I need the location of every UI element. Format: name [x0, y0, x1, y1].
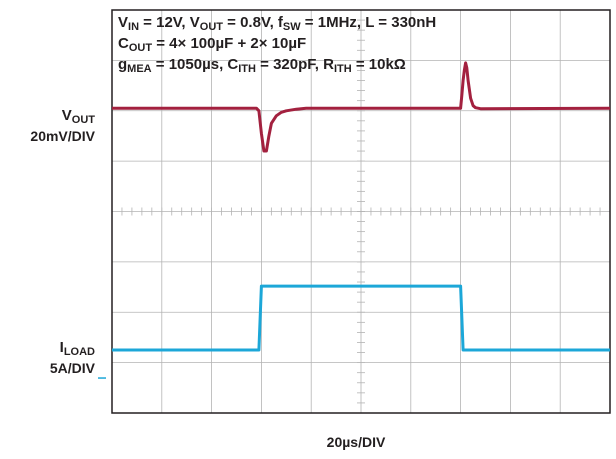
channel-scale: 20mV/DIV [30, 128, 95, 144]
title-line: VIN = 12V, VOUT = 0.8V, fSW = 1MHz, L = … [118, 14, 436, 33]
title-line: COUT = 4× 100µF + 2× 10µF [118, 35, 306, 54]
chart-title: VIN = 12V, VOUT = 0.8V, fSW = 1MHz, L = … [118, 14, 436, 75]
channel-name: ILOAD [60, 339, 95, 358]
channel-name: VOUT [62, 107, 96, 126]
x-axis-label: 20µs/DIV [327, 434, 386, 450]
channel-scale: 5A/DIV [50, 360, 96, 376]
channel-labels: VOUT 20mV/DIV ILOAD 5A/DIV [30, 107, 106, 378]
title-line: gMEA = 1050µs, CITH = 320pF, RITH = 10kΩ [118, 56, 406, 75]
